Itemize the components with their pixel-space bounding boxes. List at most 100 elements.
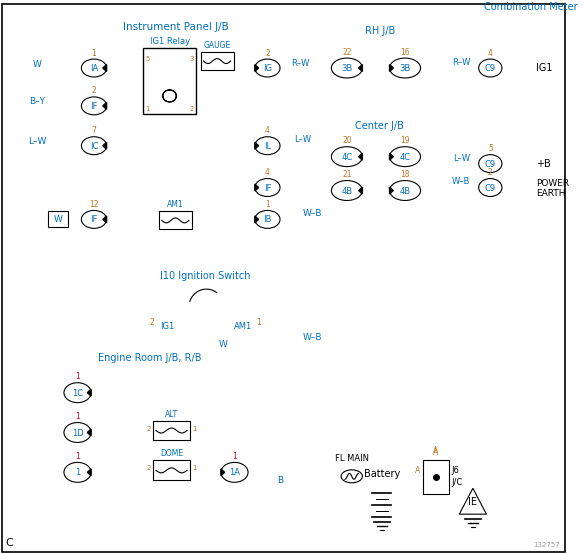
Polygon shape: [221, 469, 225, 476]
Text: +B: +B: [536, 158, 550, 168]
Ellipse shape: [64, 383, 91, 403]
Ellipse shape: [81, 137, 106, 155]
Text: DOME: DOME: [160, 449, 183, 458]
Text: ALT: ALT: [165, 409, 178, 419]
Text: 2: 2: [488, 168, 493, 177]
Text: R–W: R–W: [291, 59, 309, 68]
Text: 1: 1: [256, 319, 261, 327]
Polygon shape: [255, 64, 259, 71]
Ellipse shape: [331, 58, 362, 78]
Text: GAUGE: GAUGE: [204, 41, 230, 50]
Text: 2: 2: [150, 319, 154, 327]
Text: 1: 1: [192, 425, 197, 432]
Text: 1: 1: [192, 465, 197, 471]
Bar: [322, 40, 438, 92]
Text: 7: 7: [92, 126, 97, 135]
Polygon shape: [87, 429, 91, 436]
Text: 4C: 4C: [341, 153, 353, 162]
Text: IG: IG: [263, 64, 272, 73]
Ellipse shape: [479, 155, 502, 173]
Text: AM1: AM1: [234, 322, 252, 331]
Text: 1: 1: [75, 412, 80, 421]
Bar: [322, 135, 438, 211]
Text: 4: 4: [265, 168, 270, 177]
Ellipse shape: [64, 463, 91, 483]
Text: C9: C9: [485, 160, 496, 168]
Text: Center J/B: Center J/B: [356, 121, 404, 131]
Ellipse shape: [341, 470, 362, 483]
Text: 1D: 1D: [71, 428, 84, 438]
Text: 20: 20: [342, 136, 352, 145]
Text: J/C: J/C: [452, 478, 463, 487]
Text: IB: IB: [263, 216, 271, 224]
Text: Engine Room J/B, R/B: Engine Room J/B, R/B: [98, 353, 202, 363]
Text: W–B: W–B: [302, 334, 322, 342]
Text: Instrument Panel J/B: Instrument Panel J/B: [122, 22, 228, 32]
Ellipse shape: [479, 178, 502, 197]
Text: IG1: IG1: [536, 63, 552, 73]
Bar: [153, 420, 190, 440]
Text: 3B: 3B: [400, 64, 411, 73]
Text: 1: 1: [75, 452, 80, 461]
Text: 1: 1: [145, 106, 150, 112]
Ellipse shape: [81, 211, 106, 228]
Polygon shape: [359, 187, 362, 194]
Bar: [153, 460, 190, 480]
Ellipse shape: [390, 147, 421, 167]
Ellipse shape: [390, 181, 421, 201]
Text: 1A: 1A: [229, 468, 240, 478]
Text: 3B: 3B: [341, 64, 353, 73]
Text: 1: 1: [92, 49, 97, 58]
Text: W–B: W–B: [302, 209, 322, 218]
Text: 5: 5: [488, 144, 493, 153]
Text: IA: IA: [90, 64, 98, 73]
Polygon shape: [103, 216, 106, 223]
Ellipse shape: [81, 97, 106, 115]
Text: 4B: 4B: [400, 187, 411, 196]
Text: FL MAIN: FL MAIN: [335, 454, 369, 463]
Text: AM1: AM1: [167, 201, 184, 209]
Text: 1: 1: [75, 372, 80, 381]
Text: IF: IF: [90, 102, 98, 111]
Bar: [503, 16, 559, 538]
Polygon shape: [103, 142, 106, 149]
Text: 3: 3: [190, 56, 194, 62]
Text: Combination Meter: Combination Meter: [484, 2, 578, 12]
Text: 2: 2: [92, 86, 97, 95]
Ellipse shape: [221, 463, 248, 483]
Text: J6: J6: [452, 466, 459, 475]
Polygon shape: [103, 102, 106, 109]
Text: B: B: [277, 476, 283, 485]
Text: B–Y: B–Y: [29, 98, 45, 106]
Text: A: A: [433, 448, 439, 458]
Bar: [201, 52, 233, 70]
Bar: [49, 212, 68, 227]
Polygon shape: [459, 488, 487, 514]
Bar: [49, 367, 252, 494]
Text: 5: 5: [145, 56, 150, 62]
Text: IG1: IG1: [160, 322, 175, 331]
Ellipse shape: [331, 147, 362, 167]
Ellipse shape: [255, 211, 280, 228]
Polygon shape: [87, 469, 91, 476]
Text: 2: 2: [190, 106, 194, 112]
Bar: [159, 212, 192, 229]
Polygon shape: [359, 64, 362, 71]
Text: A: A: [433, 446, 439, 455]
Bar: [298, 202, 443, 434]
Ellipse shape: [479, 59, 502, 77]
Ellipse shape: [64, 423, 91, 443]
Polygon shape: [390, 187, 393, 194]
Bar: [139, 285, 272, 333]
Text: R–W: R–W: [452, 58, 470, 66]
Text: IC: IC: [90, 142, 98, 151]
Text: A: A: [415, 466, 421, 475]
Text: C9: C9: [485, 64, 496, 73]
Text: 2: 2: [147, 425, 151, 432]
Text: 22: 22: [342, 48, 352, 57]
Text: 4C: 4C: [400, 153, 411, 162]
Bar: [143, 48, 196, 114]
Polygon shape: [390, 153, 393, 160]
Text: 2: 2: [265, 49, 270, 58]
Text: 21: 21: [342, 170, 352, 179]
